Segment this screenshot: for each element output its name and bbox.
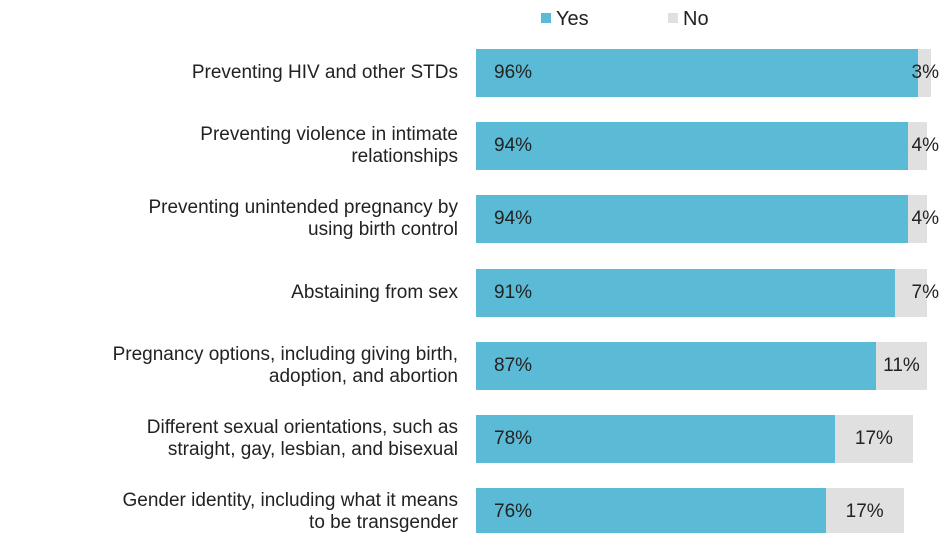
category-label: Different sexual orientations, such as s… — [146, 417, 458, 460]
value-label: 78% — [494, 428, 533, 449]
category-label: Preventing HIV and other STDs — [191, 62, 458, 83]
legend-label: No — [683, 8, 709, 30]
bar-segment — [476, 195, 909, 244]
value-label: 4% — [911, 135, 939, 157]
bar-segment — [476, 415, 835, 463]
value-label: 3% — [911, 62, 939, 83]
legend-swatch — [541, 13, 551, 23]
category-label: Preventing violence in intimate relation… — [200, 124, 458, 168]
legend-label: Yes — [556, 8, 589, 30]
bar-segment — [476, 268, 895, 317]
value-label: 11% — [883, 354, 920, 376]
bar-segment — [894, 268, 927, 317]
bar-segment — [834, 415, 913, 463]
bar-segment — [476, 341, 877, 390]
bar-segment — [917, 49, 932, 97]
category-label: Gender identity, including what it means… — [122, 490, 459, 533]
value-label: 76% — [494, 501, 533, 523]
bar-segment — [825, 488, 904, 533]
bar-segment — [476, 49, 918, 97]
value-label: 17% — [845, 501, 884, 523]
bar-segment — [476, 488, 826, 533]
bar-segment — [908, 122, 927, 171]
value-label: 96% — [494, 62, 533, 83]
bar-segment — [908, 195, 927, 244]
category-label: Abstaining from sex — [291, 281, 458, 303]
legend-swatch — [668, 13, 678, 23]
bar-segment — [876, 341, 927, 390]
value-label: 17% — [854, 428, 893, 449]
value-label: 91% — [494, 281, 533, 303]
value-label: 4% — [911, 208, 939, 230]
value-label: 87% — [494, 354, 533, 376]
value-label: 94% — [494, 208, 533, 230]
category-label: Pregnancy options, including giving birt… — [112, 343, 458, 387]
value-label: 7% — [911, 281, 939, 303]
bar-segment — [476, 122, 909, 171]
category-label: Preventing unintended pregnancy by using… — [148, 197, 458, 241]
value-label: 94% — [494, 135, 533, 157]
